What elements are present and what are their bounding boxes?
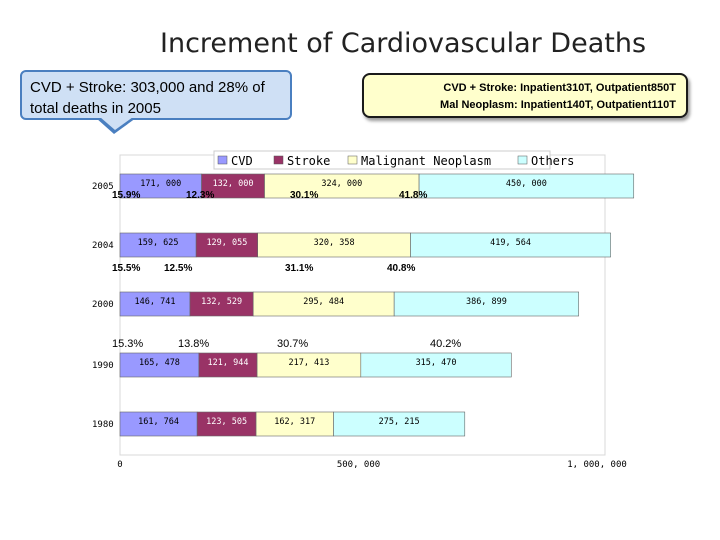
legend-label: Stroke	[287, 154, 330, 168]
bar-segment	[333, 411, 466, 437]
bar-segment	[252, 291, 395, 317]
value-label: 165, 478	[139, 358, 180, 368]
bar-segment	[264, 173, 420, 199]
percent-label: 12.3%	[186, 190, 214, 201]
bar-segment	[189, 291, 254, 317]
value-label: 123, 505	[206, 417, 247, 427]
value-label: 217, 413	[288, 358, 329, 368]
bar-segment	[257, 232, 411, 258]
bar-segment	[393, 291, 580, 317]
value-label: 129, 055	[206, 238, 247, 248]
bar-segment	[418, 173, 635, 199]
bar-segment	[119, 291, 191, 317]
bar-segment	[195, 232, 259, 258]
bar-segment	[119, 232, 197, 258]
value-label: 132, 529	[201, 297, 242, 307]
percent-label: 15.9%	[112, 190, 140, 201]
bar-segment	[196, 411, 257, 437]
callout-line-cvd: CVD + Stroke: Inpatient310T, Outpatient8…	[443, 82, 676, 94]
x-tick-label: 0	[117, 460, 122, 470]
legend-swatch	[273, 155, 284, 165]
value-label: 121, 944	[208, 358, 249, 368]
callout-tail-fill	[100, 117, 133, 130]
percent-label: 40.2%	[430, 338, 461, 350]
value-label: 324, 000	[321, 179, 362, 189]
bar-segment	[410, 232, 611, 258]
percent-label: 13.8%	[178, 338, 209, 350]
value-label: 161, 764	[138, 417, 179, 427]
legend-label: Others	[531, 154, 574, 168]
percent-label: 15.3%	[112, 338, 143, 350]
value-label: 275, 215	[379, 417, 420, 427]
percent-label: 30.7%	[277, 338, 308, 350]
callout-line-neoplasm: Mal Neoplasm: Inpatient140T, Outpatient1…	[440, 99, 676, 111]
category-label: 1990	[92, 361, 114, 371]
category-label: 2005	[92, 182, 114, 192]
value-label: 450, 000	[506, 179, 547, 189]
legend-swatch	[217, 155, 228, 165]
bar-segment	[201, 173, 265, 199]
category-label: 1980	[92, 420, 114, 430]
bar-segment	[256, 352, 362, 378]
percent-label: 40.8%	[387, 263, 415, 274]
category-label: 2000	[92, 300, 114, 310]
legend-swatch	[517, 155, 528, 165]
value-label: 132, 000	[213, 179, 254, 189]
value-label: 419, 564	[490, 238, 531, 248]
legend-swatch	[347, 155, 358, 165]
value-label: 171, 000	[140, 179, 181, 189]
percent-label: 12.5%	[164, 263, 192, 274]
value-label: 159, 625	[138, 238, 179, 248]
x-tick-label: 1, 000, 000	[567, 460, 627, 470]
legend-label: Malignant Neoplasm	[361, 154, 491, 168]
value-label: 162, 317	[274, 417, 315, 427]
legend-box	[213, 150, 551, 170]
bar-segment	[255, 411, 334, 437]
category-label: 2004	[92, 241, 114, 251]
percent-label: 30.1%	[290, 190, 318, 201]
bar-segment	[360, 352, 512, 378]
percent-label: 41.8%	[399, 190, 427, 201]
legend-label: CVD	[231, 154, 253, 168]
inpatient-outpatient-callout: CVD + Stroke: Inpatient310T, Outpatient8…	[362, 73, 688, 118]
value-label: 295, 484	[303, 297, 344, 307]
value-label: 386, 899	[466, 297, 507, 307]
value-label: 315, 470	[416, 358, 457, 368]
bar-segment	[119, 411, 198, 437]
value-label: 320, 358	[314, 238, 355, 248]
bar-segment	[119, 173, 202, 199]
x-tick-label: 500, 000	[337, 460, 380, 470]
cvd-stroke-callout: CVD + Stroke: 303,000 and 28% of total d…	[20, 70, 292, 120]
bar-segment	[119, 352, 200, 378]
slide-title: Increment of Cardiovascular Deaths	[160, 28, 647, 59]
percent-label: 15.5%	[112, 263, 140, 274]
percent-label: 31.1%	[285, 263, 313, 274]
value-label: 146, 741	[135, 297, 176, 307]
